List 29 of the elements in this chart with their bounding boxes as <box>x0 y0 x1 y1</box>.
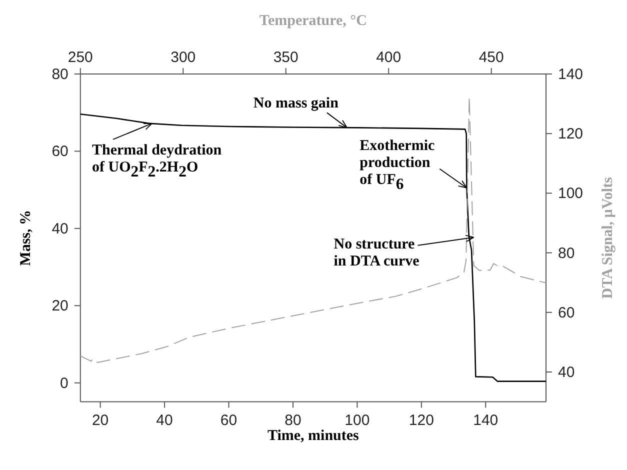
x2-tick-label: 250 <box>68 49 93 66</box>
x-tick-label: 80 <box>284 412 302 429</box>
x-tick-label: 140 <box>473 412 498 429</box>
y-tick-label: 40 <box>52 220 68 238</box>
x2-tick-label: 450 <box>478 49 504 66</box>
y-tick-label: 20 <box>52 298 68 315</box>
y2-tick-label: 100 <box>558 185 584 202</box>
x-tick-label: 120 <box>408 412 434 429</box>
y2-tick-label: 80 <box>558 244 575 262</box>
y2-tick-label: 120 <box>558 126 584 143</box>
x2-axis-title: Temperature, °C <box>259 13 368 29</box>
annotation: No structure in DTA curve <box>334 236 420 270</box>
x-axis-title: Time, minutes <box>267 428 360 444</box>
x-tick-label: 20 <box>92 412 109 429</box>
y-tick-label: 80 <box>52 66 68 83</box>
y-tick-label: 60 <box>52 143 68 160</box>
x2-tick-label: 300 <box>170 49 196 66</box>
y2-tick-label: 40 <box>558 364 575 381</box>
x2-tick-label: 400 <box>376 49 402 66</box>
x-tick-label: 60 <box>220 412 238 429</box>
y-axis-title: Mass, % <box>18 210 34 266</box>
x2-tick-label: 350 <box>273 49 298 66</box>
y2-tick-label: 60 <box>558 304 575 322</box>
annotation: No mass gain <box>253 96 340 112</box>
y2-axis-title: DTA Signal, µVolts <box>600 176 616 299</box>
x-tick-label: 100 <box>344 412 370 429</box>
y-tick-label: 0 <box>60 374 68 392</box>
y2-tick-label: 140 <box>558 66 584 83</box>
x-tick-label: 40 <box>156 412 173 429</box>
